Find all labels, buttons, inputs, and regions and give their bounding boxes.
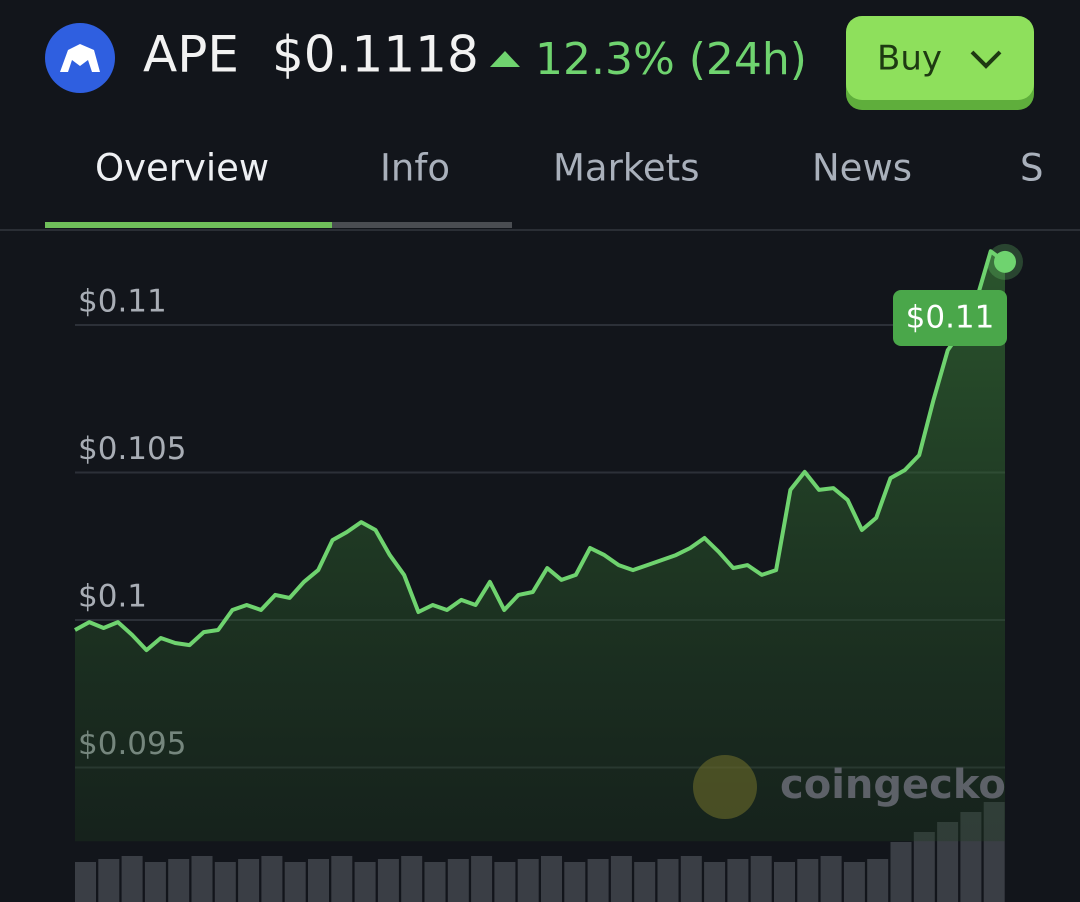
price-badge-label: $0.11 [906,300,995,336]
volume-bar [447,859,469,902]
price: $0.1118 [272,26,479,84]
volume-bar [401,856,423,902]
volume-bar [121,856,143,902]
change: 12.3% (24h) [535,34,807,85]
tab[interactable]: News [812,147,912,190]
tab-track [332,222,512,228]
volume-bar [494,862,516,902]
tabs: Overview Info Markets News S [95,147,1044,190]
volume-bar [214,862,236,902]
volume-bar [144,862,166,902]
volume-bar [937,822,959,902]
volume-bar [704,862,726,902]
volume-bar [541,856,562,902]
watermark: coingecko [780,762,1006,808]
volume-bar [191,856,213,902]
volume-bar [913,832,935,902]
volume-bar [284,862,306,902]
volume-bar [424,862,446,902]
tab[interactable]: Info [380,147,450,190]
buy-label: Buy [877,39,942,79]
volume-bar [774,862,795,902]
volume-bar [634,862,656,902]
volume-bar [261,856,283,902]
tab[interactable]: Markets [553,147,699,190]
area [75,251,1005,842]
price-badge [893,290,1007,346]
volume-bar [797,859,819,902]
chart: $0.095$0.1$0.105$0.11$0.11 [74,243,1023,902]
volume-bar [75,862,96,902]
logo-icon [60,44,100,72]
buy-button[interactable] [846,16,1034,100]
volume-bar [168,859,190,902]
volume-bar [610,856,632,902]
volume-bar [867,859,889,902]
y-tick-label: $0.105 [78,431,186,467]
volume-bar [98,859,120,902]
volume-bar [238,859,260,902]
y-tick-label: $0.1 [78,579,147,615]
volume-bar [843,862,865,902]
volume-bar [890,842,912,902]
tab[interactable]: Overview [95,147,269,190]
volume-bar [680,856,702,902]
y-tick-label: $0.11 [78,284,167,320]
tab[interactable]: S [1020,147,1044,190]
price-line [74,249,1007,653]
chevron [970,50,1002,69]
volume-bar [727,859,749,902]
divider [0,229,1080,231]
volume-bar [377,859,399,902]
watermark-logo [693,755,757,819]
symbol: APE [143,26,239,84]
volume-bar [331,856,353,902]
volume-bar [471,856,493,902]
end-dot [994,250,1016,273]
volume-bar [657,859,679,902]
up-arrow [490,51,520,67]
volume-bar [587,859,609,902]
volume-bar [308,859,329,902]
volume-bar [820,856,842,902]
volume-bar [354,862,376,902]
volume-bar [564,862,586,902]
tab-underline [45,222,332,228]
volume-bar [750,856,772,902]
volume-bar [517,859,539,902]
